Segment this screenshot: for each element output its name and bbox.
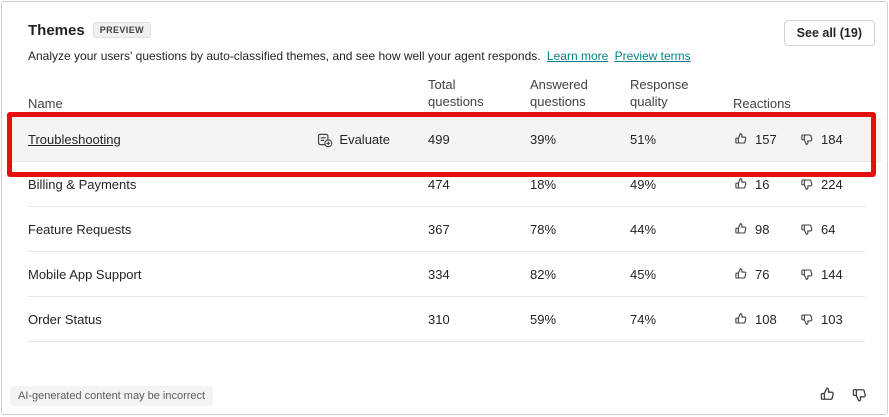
total-questions-value: 474 (428, 176, 450, 192)
reactions-cell: 157 184 (733, 131, 865, 147)
thumbs-up-icon (733, 266, 749, 282)
column-header-total: Total questions (428, 76, 484, 110)
reactions-cell: 108 103 (733, 311, 865, 327)
thumbs-down-icon (799, 131, 815, 147)
column-header-reactions: Reactions (733, 96, 791, 111)
answered-questions-value: 78% (530, 221, 557, 237)
thumbs-down-count: 103 (821, 311, 843, 327)
thumbs-up-count: 76 (755, 266, 770, 282)
thumbs-up-icon (733, 131, 749, 147)
thumbs-up-group: 98 (733, 221, 799, 237)
answered-questions-value: 39% (530, 131, 557, 147)
see-all-button[interactable]: See all (19) (783, 20, 875, 46)
reactions-cell: 16 224 (733, 176, 865, 192)
thumbs-up-count: 16 (755, 176, 770, 192)
thumbs-down-icon (799, 221, 815, 237)
learn-more-link[interactable]: Learn more (546, 49, 609, 63)
name-cell: Billing & Payments (28, 177, 428, 192)
preview-terms-link[interactable]: Preview terms (614, 49, 691, 63)
thumbs-up-group: 157 (733, 131, 799, 147)
column-header-quality: Response quality (630, 76, 689, 110)
evaluate-icon (316, 131, 333, 148)
name-cell: Troubleshooting Evaluate (28, 131, 428, 148)
response-quality-value: 44% (630, 221, 657, 237)
table-row[interactable]: Feature Requests 367 78% 44% 98 64 (28, 207, 865, 252)
response-quality-value: 45% (630, 266, 657, 282)
ai-disclaimer: AI-generated content may be incorrect (10, 386, 214, 406)
table-row[interactable]: Troubleshooting Evaluate 499 39% 51% 157… (10, 117, 881, 162)
table-row[interactable]: Mobile App Support 334 82% 45% 76 144 (28, 252, 865, 297)
description-text: Analyze your users' questions by auto-cl… (28, 49, 541, 63)
card-header: Themes PREVIEW (28, 18, 865, 42)
reactions-cell: 76 144 (733, 266, 865, 282)
theme-link-billing-payments[interactable]: Billing & Payments (28, 176, 137, 192)
thumbs-down-group: 184 (799, 131, 865, 147)
feedback-controls (818, 385, 869, 404)
thumbs-up-icon (733, 176, 749, 192)
total-questions-value: 367 (428, 221, 450, 237)
thumbs-up-count: 157 (755, 131, 777, 147)
column-header-name: Name (28, 96, 63, 111)
answered-questions-value: 82% (530, 266, 557, 282)
thumbs-up-group: 108 (733, 311, 799, 327)
theme-link-mobile-app-support[interactable]: Mobile App Support (28, 266, 142, 282)
table-row[interactable]: Billing & Payments 474 18% 49% 16 224 (28, 162, 865, 207)
total-questions-value: 499 (428, 131, 450, 147)
theme-link-order-status[interactable]: Order Status (28, 311, 102, 327)
response-quality-value: 49% (630, 176, 657, 192)
theme-link-troubleshooting[interactable]: Troubleshooting (28, 131, 121, 147)
total-questions-value: 310 (428, 311, 450, 327)
total-questions-value: 334 (428, 266, 450, 282)
evaluate-button[interactable]: Evaluate (316, 131, 390, 148)
thumbs-up-group: 16 (733, 176, 799, 192)
name-cell: Mobile App Support (28, 267, 428, 282)
description: Analyze your users' questions by auto-cl… (28, 49, 865, 63)
name-cell: Order Status (28, 312, 428, 327)
feedback-thumbs-up-icon[interactable] (818, 385, 837, 404)
name-cell: Feature Requests (28, 222, 428, 237)
thumbs-up-group: 76 (733, 266, 799, 282)
thumbs-up-icon (733, 221, 749, 237)
thumbs-down-count: 224 (821, 176, 843, 192)
response-quality-value: 51% (630, 131, 657, 147)
feedback-thumbs-down-icon[interactable] (850, 385, 869, 404)
theme-link-feature-requests[interactable]: Feature Requests (28, 221, 132, 237)
thumbs-down-count: 64 (821, 221, 836, 237)
response-quality-value: 74% (630, 311, 657, 327)
column-header-answered: Answered questions (530, 76, 588, 110)
thumbs-down-group: 103 (799, 311, 865, 327)
answered-questions-value: 18% (530, 176, 557, 192)
evaluate-label: Evaluate (339, 131, 390, 147)
thumbs-down-count: 184 (821, 131, 843, 147)
thumbs-down-icon (799, 266, 815, 282)
thumbs-down-group: 144 (799, 266, 865, 282)
page-title: Themes (28, 21, 85, 39)
reactions-cell: 98 64 (733, 221, 865, 237)
thumbs-down-count: 144 (821, 266, 843, 282)
thumbs-up-count: 98 (755, 221, 770, 237)
answered-questions-value: 59% (530, 311, 557, 327)
thumbs-down-group: 224 (799, 176, 865, 192)
thumbs-up-icon (733, 311, 749, 327)
themes-table: Name Total questions Answered questions … (10, 73, 881, 342)
table-header-row: Name Total questions Answered questions … (28, 73, 865, 117)
thumbs-down-icon (799, 311, 815, 327)
thumbs-down-group: 64 (799, 221, 865, 237)
thumbs-down-icon (799, 176, 815, 192)
preview-badge: PREVIEW (92, 22, 152, 38)
table-row[interactable]: Order Status 310 59% 74% 108 103 (28, 297, 865, 342)
thumbs-up-count: 108 (755, 311, 777, 327)
